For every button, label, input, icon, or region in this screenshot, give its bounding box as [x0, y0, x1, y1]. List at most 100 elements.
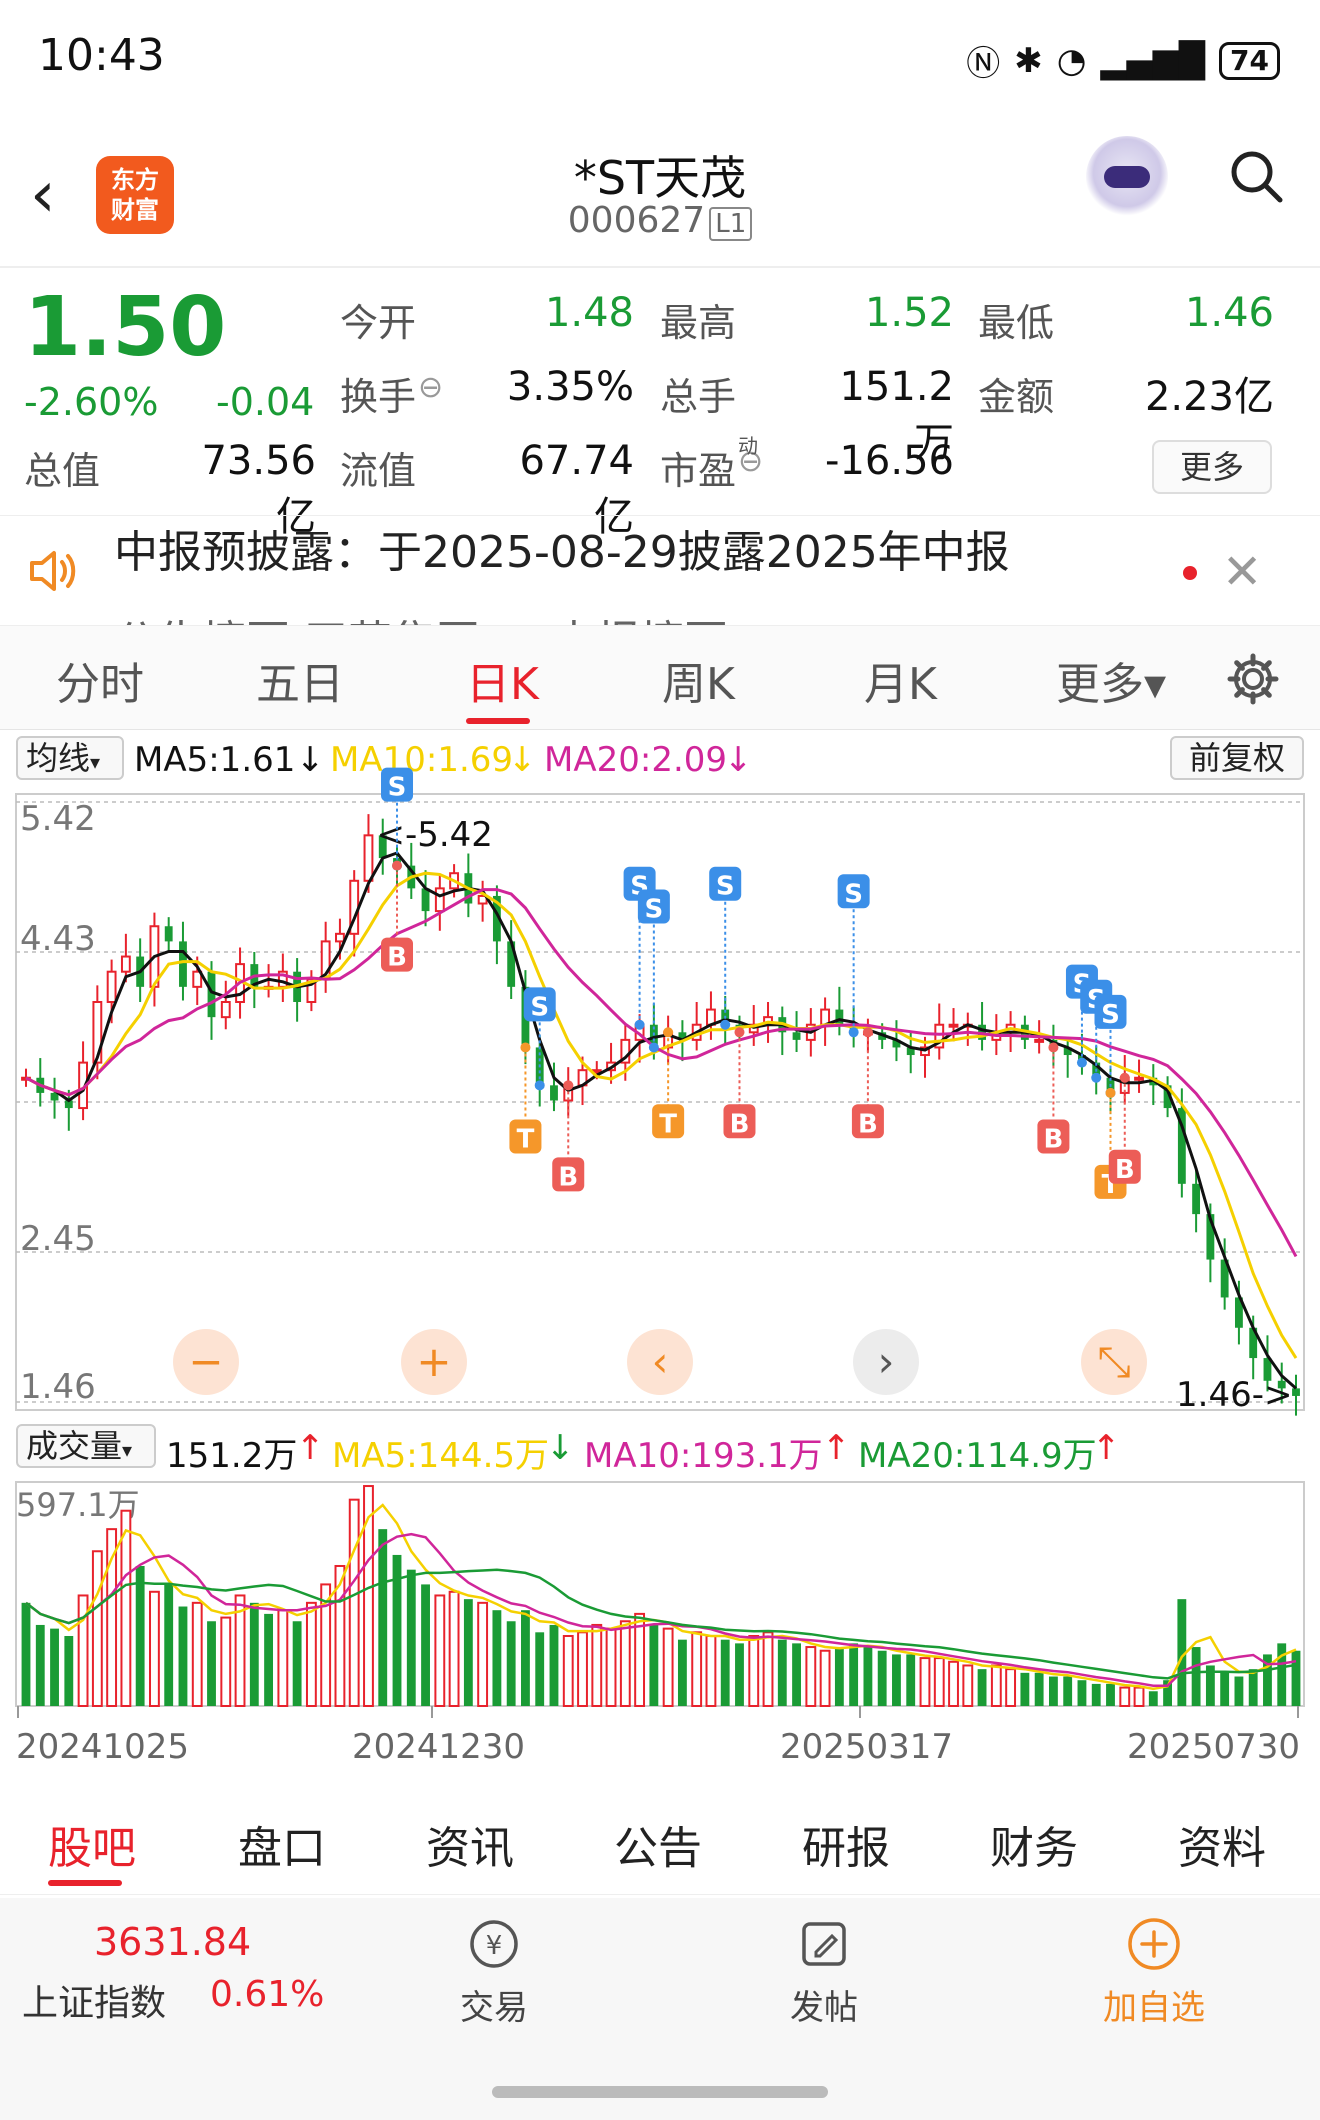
- candle-body: [1277, 1380, 1286, 1389]
- vol-ma20-arrow: ↑: [1092, 1428, 1121, 1468]
- volume-bar: [1177, 1599, 1187, 1706]
- adjust-select[interactable]: 前复权: [1170, 736, 1304, 780]
- signal-badge-T: [509, 1119, 542, 1154]
- x-axis-label: 20250317: [780, 1727, 953, 1767]
- content-tab[interactable]: 研报: [802, 1823, 890, 1874]
- kline-tab[interactable]: 日K: [466, 659, 539, 710]
- candle-body: [550, 1085, 558, 1101]
- content-tab[interactable]: 股吧: [48, 1823, 136, 1874]
- home-indicator[interactable]: [492, 2086, 828, 2098]
- signal-label: S: [644, 894, 663, 924]
- indicator-select[interactable]: 均线▾: [16, 736, 124, 780]
- vol-ma10-label: MA10:193.1万: [584, 1436, 823, 1476]
- volume-bar: [562, 1634, 574, 1708]
- trade-button[interactable]: ¥ 交易: [434, 1916, 554, 2029]
- volume-bar: [691, 1631, 703, 1707]
- signal-dot: [520, 1042, 531, 1053]
- signal-dot: [734, 1027, 745, 1038]
- volume-bar: [1205, 1665, 1215, 1706]
- volume-bar: [577, 1631, 588, 1707]
- volume-bar: [334, 1564, 346, 1707]
- volume-bar: [1005, 1668, 1017, 1708]
- app-logo[interactable]: 东方财富: [96, 156, 174, 234]
- content-tab[interactable]: 资料: [1178, 1823, 1266, 1874]
- content-tab[interactable]: 财务: [990, 1823, 1078, 1874]
- signal-dot: [1048, 1042, 1059, 1053]
- stock-name: *ST天茂: [573, 151, 747, 205]
- content-tab[interactable]: 公告: [614, 1823, 702, 1874]
- volume-bar: [149, 1590, 160, 1707]
- volume-bar: [748, 1634, 760, 1708]
- kline-tab[interactable]: 更多▾: [1056, 659, 1167, 710]
- signal-label: S: [1101, 1000, 1120, 1030]
- candle-body: [335, 932, 345, 943]
- close-icon[interactable]: ✕: [1222, 544, 1263, 600]
- volume-max-label: 597.1万: [16, 1486, 140, 1524]
- x-axis-label: 20241230: [352, 1727, 525, 1767]
- candle-body: [1292, 1388, 1300, 1396]
- signal-badge-S: [381, 767, 414, 802]
- zoom-left-button[interactable]: [627, 1329, 693, 1395]
- stock-header: ‹ 东方财富 *ST天茂 000627 L1: [0, 118, 1320, 268]
- candle-body: [1220, 1259, 1229, 1298]
- candlestick-chart[interactable]: 5.424.432.451.46<-5.421.46->SBSTBSSTSBSB…: [0, 730, 1320, 1790]
- signal-dot: [1105, 1087, 1116, 1098]
- search-icon[interactable]: [1228, 148, 1284, 204]
- content-tab[interactable]: 盘口: [238, 1823, 326, 1874]
- kline-tab[interactable]: 五日: [256, 659, 344, 710]
- volume-bar: [863, 1647, 873, 1706]
- kline-tab[interactable]: 周K: [662, 659, 735, 710]
- compose-button[interactable]: 发帖: [764, 1916, 884, 2029]
- battery-icon: 74: [1219, 41, 1280, 80]
- signal-badge-S: [709, 866, 742, 901]
- ma20-line: [25, 888, 1298, 1258]
- volume-bar: [363, 1485, 374, 1708]
- volume-bar: [320, 1583, 332, 1708]
- candle-body: [1177, 1108, 1186, 1184]
- zoom-right-button[interactable]: [853, 1329, 919, 1395]
- content-tab[interactable]: 资讯: [426, 1823, 514, 1874]
- signal-label: S: [530, 992, 549, 1022]
- notice-text-next: 公告摘要 天茂集团 … 中报摘要 …: [114, 606, 786, 625]
- add-watchlist-button[interactable]: 加自选: [1094, 1916, 1214, 2029]
- candle-body: [192, 970, 203, 988]
- candle-body: [92, 1001, 103, 1064]
- quote-value: 1.48: [544, 290, 634, 336]
- notice-bar[interactable]: 中报预披露：于2025-08-29披露2025年中报 公告摘要 天茂集团 … 中…: [0, 515, 1320, 625]
- x-axis-label: 20241025: [16, 1727, 189, 1767]
- signal-badge-B: [381, 937, 414, 972]
- quote-label: 最高: [660, 301, 737, 345]
- kline-tab[interactable]: 月K: [864, 659, 937, 710]
- volume-bar: [1291, 1650, 1301, 1706]
- kline-tab[interactable]: 分时: [56, 659, 144, 710]
- minus-icon: −: [188, 1337, 223, 1386]
- volume-indicator-select[interactable]: 成交量▾: [16, 1424, 156, 1468]
- quote-value: 1.46: [1184, 290, 1274, 336]
- volume-bar: [1106, 1683, 1115, 1706]
- volume-bar: [591, 1623, 603, 1707]
- candle-body: [207, 971, 216, 1018]
- signal-badge-S: [1094, 994, 1127, 1029]
- zoom-plus-button[interactable]: [401, 1329, 467, 1395]
- volume-arrow: ↑: [296, 1428, 325, 1468]
- kline-chart-area[interactable]: 均线▾ MA5:1.61 ↓ MA10:1.69 ↓ MA20:2.09 ↓ 前…: [0, 730, 1320, 1790]
- candle-body: [1063, 1047, 1072, 1056]
- zoom-minus-button[interactable]: [173, 1329, 239, 1395]
- zoom-shrink-button[interactable]: [1081, 1329, 1147, 1395]
- volume-bar: [705, 1634, 717, 1708]
- y-axis-label: 1.46: [20, 1367, 96, 1407]
- left-icon: ‹: [652, 1337, 669, 1386]
- signal-badge-B: [723, 1104, 756, 1139]
- signal-label: B: [1115, 1155, 1135, 1185]
- candle-body: [1206, 1214, 1215, 1260]
- assistant-robot-icon[interactable]: [1086, 136, 1168, 218]
- more-quote-button[interactable]: 更多: [1152, 440, 1272, 494]
- back-icon[interactable]: ‹: [30, 158, 56, 232]
- stock-code: 000627: [567, 200, 706, 241]
- info-icon[interactable]: ⊖: [738, 444, 764, 479]
- info-icon[interactable]: ⊖: [418, 370, 444, 405]
- quote-label: 金额: [978, 375, 1055, 419]
- settings-gear-icon[interactable]: [1226, 652, 1280, 706]
- signal-badge-S: [637, 889, 670, 924]
- signal-dot: [848, 1027, 859, 1038]
